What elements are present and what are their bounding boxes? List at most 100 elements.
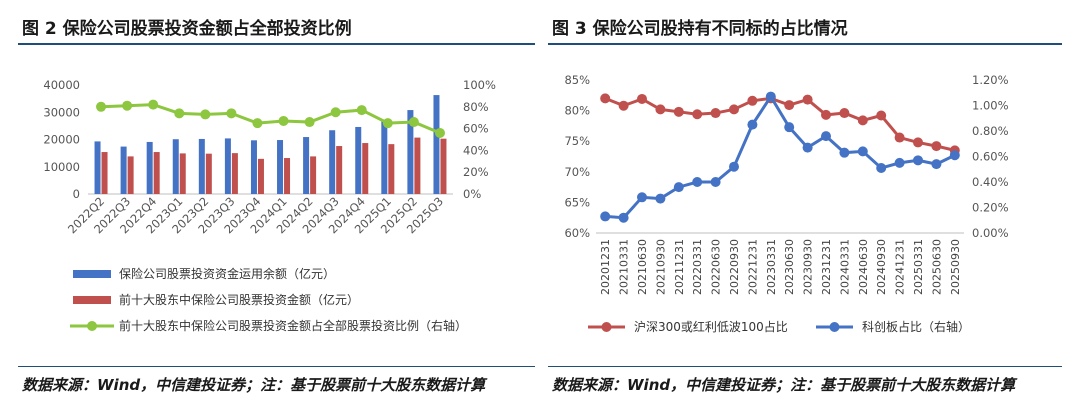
left-bar-top10 <box>362 143 369 194</box>
right-hs300-point <box>913 137 923 148</box>
left-bar-top10 <box>257 158 264 194</box>
left-ratio-point <box>408 117 419 128</box>
left-bar-total <box>224 138 231 194</box>
right-title-rule <box>548 43 1062 45</box>
right-star-point <box>747 119 758 130</box>
right-source-note: 数据来源：Wind，中信建投证券；注：基于股票前十大股东数据计算 <box>552 376 1016 394</box>
right-x-tick-label: 20220331 <box>691 239 704 295</box>
left-bar-top10 <box>388 144 395 194</box>
right-y2-tick-label: 0.00% <box>972 226 1009 240</box>
left-legend-swatch <box>73 296 111 304</box>
right-star-point <box>637 192 647 203</box>
left-bar-top10 <box>414 137 421 194</box>
right-legend-marker <box>601 322 612 332</box>
right-star-point <box>710 177 721 187</box>
right-y2-tick-label: 0.20% <box>972 201 1009 215</box>
right-hs300-point <box>821 109 831 120</box>
right-y-tick-label: 85% <box>564 73 590 87</box>
right-y2-tick-label: 0.60% <box>972 150 1009 164</box>
right-x-tick-label: 20240630 <box>857 239 870 295</box>
right-hs300-point <box>784 100 795 111</box>
right-x-tick-label: 20220630 <box>710 239 723 295</box>
left-y-tick-label: 40000 <box>43 78 80 92</box>
right-star-point <box>802 142 813 153</box>
right-hs300-point <box>655 104 666 115</box>
right-legend-label: 科创板占比（右轴） <box>862 319 970 334</box>
left-bar-total <box>381 120 388 194</box>
right-x-tick-label: 20230331 <box>765 239 778 295</box>
right-star-point <box>913 155 923 166</box>
right-hs300-point <box>637 93 647 104</box>
right-y-tick-label: 70% <box>564 165 590 179</box>
right-hs300-point <box>839 108 850 119</box>
right-x-tick-label: 20210930 <box>654 239 667 295</box>
left-ratio-point <box>434 127 445 138</box>
right-star-point <box>821 131 831 142</box>
right-legend-label: 沪深300或红利低波100占比 <box>634 319 788 334</box>
left-bar-top10 <box>231 153 238 194</box>
left-y-tick-label: 20000 <box>43 133 80 147</box>
right-star-point <box>949 150 960 161</box>
left-ratio-point <box>200 109 211 120</box>
right-hs300-point <box>618 100 629 111</box>
right-chart-title: 图 3 保险公司股持有不同标的占比情况 <box>552 19 848 39</box>
right-legend-marker <box>829 322 840 332</box>
right-x-tick-label: 20220930 <box>728 239 741 295</box>
right-star-point <box>655 193 666 204</box>
left-ratio-point <box>278 115 289 126</box>
left-y-tick-label: 10000 <box>43 160 80 174</box>
right-x-tick-label: 20230630 <box>783 239 796 295</box>
right-x-tick-label: 20210630 <box>636 239 649 295</box>
left-chart-title: 图 2 保险公司股票投资金额占全部投资比例 <box>22 19 352 39</box>
right-x-tick-label: 20211231 <box>673 239 686 295</box>
left-legend-label: 前十大股东中保险公司股票投资金额占全部股票投资比例（右轴） <box>119 318 467 333</box>
left-bar-total <box>250 140 257 194</box>
left-ratio-point <box>382 118 393 129</box>
right-x-tick-label: 20250630 <box>930 239 943 295</box>
right-star-point <box>618 212 629 223</box>
right-chart: 60% 65% 70% 75% 80% 85% 0.00% 0.20% 0.40% 0.60% 0.… <box>564 73 1009 334</box>
right-hs300-point <box>876 110 887 121</box>
left-ratio-point <box>252 118 263 129</box>
left-bar-total <box>277 140 284 194</box>
right-hs300-point <box>931 141 942 152</box>
left-bar-total <box>303 137 310 194</box>
right-star-point <box>857 146 868 157</box>
left-bar-top10 <box>310 156 317 194</box>
left-legend-label: 保险公司股票投资资金运用余额（亿元） <box>119 266 335 281</box>
left-bar-top10 <box>336 146 343 194</box>
left-source-note: 数据来源：Wind，中信建投证券；注：基于股票前十大股东数据计算 <box>22 376 486 394</box>
left-legend-swatch <box>73 270 111 278</box>
right-y-tick-label: 65% <box>564 195 590 209</box>
left-bar-top10 <box>440 138 447 194</box>
left-bar-total <box>407 110 414 194</box>
right-star-point <box>876 162 887 173</box>
left-ratio-point <box>122 100 133 111</box>
right-hs300-point <box>802 94 813 105</box>
left-chart: 0100002000030000400000%20%40%60%80%100%2… <box>43 78 496 333</box>
right-x-tick-label: 20210331 <box>618 239 631 295</box>
left-bar-top10 <box>205 153 212 194</box>
left-y2-tick-label: 0% <box>463 187 481 201</box>
right-y-tick-label: 75% <box>564 134 590 148</box>
left-y-tick-label: 0 <box>73 187 80 201</box>
left-bar-top10 <box>101 152 108 194</box>
left-y2-tick-label: 20% <box>463 165 489 179</box>
right-y-tick-label: 60% <box>564 226 590 240</box>
left-bar-total <box>120 146 127 194</box>
right-x-tick-label: 20250331 <box>912 239 925 295</box>
left-bar-total <box>94 141 101 194</box>
right-x-tick-label: 20250930 <box>949 239 962 295</box>
right-star-point <box>673 182 684 193</box>
left-ratio-point <box>148 99 159 110</box>
left-ratio-point <box>330 107 341 118</box>
right-x-tick-label: 20241231 <box>894 239 907 295</box>
left-y2-tick-label: 60% <box>463 122 489 136</box>
right-star-point <box>600 211 611 222</box>
left-bar-total <box>355 126 362 194</box>
left-footer-rule <box>18 366 535 367</box>
left-bar-total <box>172 139 179 194</box>
right-y2-tick-label: 1.20% <box>972 73 1009 87</box>
right-star-point <box>765 91 776 102</box>
right-star-point <box>839 147 850 158</box>
